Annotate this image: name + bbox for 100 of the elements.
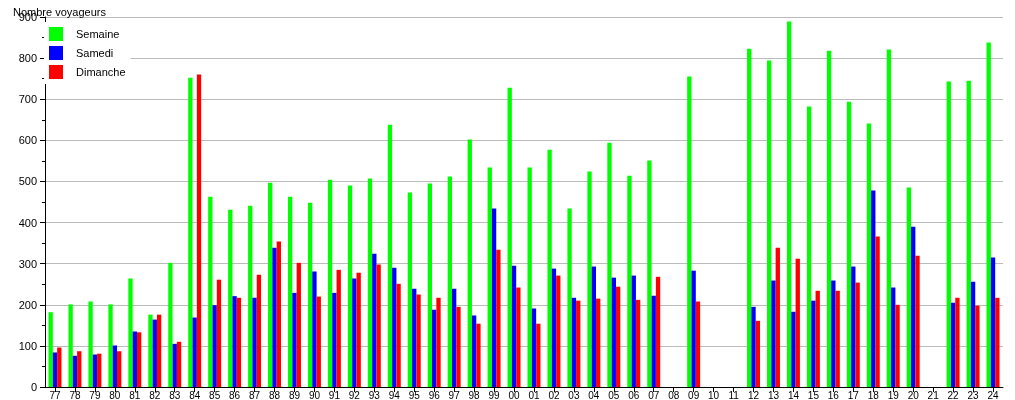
bar (436, 297, 441, 387)
bar (336, 269, 341, 387)
y-tick-label: 0 (30, 381, 37, 393)
bar (387, 124, 393, 387)
bar (248, 205, 253, 387)
bar (487, 167, 492, 387)
legend-label: Dimanche (76, 66, 126, 78)
x-tick-label: 05 (608, 389, 620, 400)
bar (766, 60, 772, 387)
bar (491, 208, 497, 387)
bar (136, 332, 142, 387)
x-tick-label: 24 (987, 389, 1000, 400)
x-tick-label: 95 (408, 389, 421, 400)
bar (372, 253, 377, 387)
bar (791, 311, 796, 387)
y-tick-label: 700 (18, 93, 37, 106)
bar (272, 247, 277, 387)
bar (471, 315, 477, 387)
bar (232, 296, 237, 387)
x-tick-label: 77 (49, 389, 61, 400)
bar (447, 176, 452, 387)
bar (252, 297, 257, 387)
x-tick-label: 98 (468, 389, 481, 400)
bar (531, 308, 537, 387)
bar (835, 290, 840, 387)
y-tick-label: 500 (18, 175, 37, 188)
bar (312, 271, 317, 387)
x-tick-label: 22 (947, 389, 960, 400)
y-tick-label: 200 (18, 298, 37, 311)
bar (635, 299, 641, 387)
bar (97, 353, 102, 387)
bar (771, 280, 776, 387)
bar (416, 294, 421, 387)
x-tick-label: 78 (69, 389, 81, 400)
bar (456, 306, 461, 387)
bar (208, 196, 213, 387)
bar (432, 309, 437, 387)
bar (527, 167, 532, 387)
x-tick-label: 97 (448, 389, 461, 400)
x-tick-label: 15 (807, 389, 820, 400)
bar (975, 305, 980, 387)
bar (755, 320, 761, 387)
x-tick-label: 17 (847, 389, 860, 400)
bar (268, 182, 273, 387)
bar (276, 241, 282, 387)
bar (551, 268, 557, 387)
x-tick-label: 18 (867, 389, 880, 400)
x-tick-label: 19 (887, 389, 900, 400)
x-tick-label: 21 (927, 389, 940, 400)
bar (647, 160, 652, 387)
bar (352, 278, 357, 387)
bar (536, 323, 541, 387)
bar (811, 300, 816, 387)
bar (895, 304, 900, 387)
x-tick-label: 08 (668, 389, 680, 400)
bar (117, 351, 122, 387)
x-tick-label: 90 (308, 389, 321, 400)
bar (287, 196, 293, 387)
x-tick-label: 12 (747, 389, 760, 400)
bar (687, 76, 692, 387)
x-tick-label: 91 (328, 389, 341, 400)
y-tick-label: 600 (18, 134, 37, 147)
x-tick-label: 92 (348, 389, 361, 400)
x-tick-label: 82 (149, 389, 161, 400)
x-tick-label: 16 (827, 389, 840, 400)
bar (955, 297, 960, 387)
bar (128, 278, 133, 387)
bar (196, 74, 202, 387)
bar (607, 142, 612, 387)
bar (148, 314, 153, 387)
bar (52, 352, 58, 387)
bar (855, 282, 860, 387)
bar (591, 266, 597, 387)
bar (296, 262, 301, 387)
bar (866, 123, 872, 387)
x-tick-label: 88 (268, 389, 281, 400)
bar (751, 306, 756, 387)
bar (655, 276, 661, 387)
bar (77, 351, 82, 387)
bar (596, 298, 601, 387)
y-tick-label: 300 (18, 257, 37, 270)
bar (995, 297, 1000, 387)
bar (347, 185, 353, 387)
bar (795, 258, 800, 387)
bar (156, 314, 162, 387)
bar (316, 296, 321, 387)
bar (651, 295, 656, 387)
bar (915, 255, 920, 387)
bar (112, 345, 118, 387)
bar (547, 149, 552, 387)
bar (831, 280, 836, 387)
bar (327, 179, 333, 387)
bar (168, 262, 173, 387)
bar (367, 178, 373, 387)
y-tick-label: 400 (18, 216, 37, 229)
bar (307, 202, 313, 387)
legend-label: Semaine (76, 28, 120, 40)
bar (332, 292, 337, 387)
bar (467, 139, 472, 387)
bar (615, 286, 621, 387)
